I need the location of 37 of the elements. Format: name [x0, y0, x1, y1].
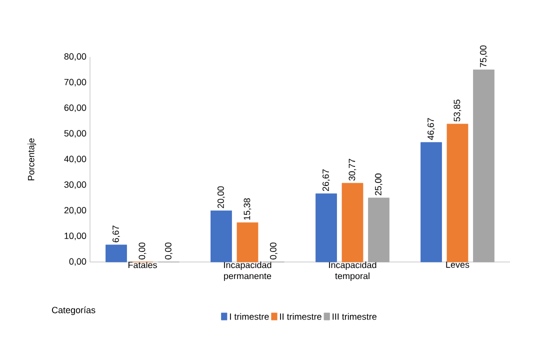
data-label: 6,67	[112, 226, 120, 242]
x-tick-label: Incapacidad permanente	[224, 262, 272, 281]
bar	[446, 124, 468, 262]
x-axis-title: Categorías	[52, 306, 96, 316]
x-tick-label: Leves	[446, 262, 470, 268]
legend-label: II trimestre	[280, 313, 322, 320]
data-label: 26,67	[322, 169, 330, 191]
bar	[316, 193, 337, 262]
data-label: 0,00	[165, 242, 172, 260]
data-label: 53,85	[454, 100, 462, 122]
data-label: 0,00	[138, 242, 146, 260]
y-tick-label: 0,00	[69, 258, 86, 266]
data-label: 30,77	[348, 158, 356, 181]
legend-label: I trimestre	[230, 313, 269, 320]
y-tick-label: 40,00	[64, 156, 86, 164]
y-tick-label: 30,00	[64, 181, 86, 189]
data-label: 0,00	[270, 242, 278, 260]
data-label: 15,38	[244, 198, 252, 220]
y-tick-label: 60,00	[64, 104, 86, 112]
bar	[106, 244, 127, 262]
x-tick-label: Incapacidad temporal	[329, 262, 376, 281]
y-tick-label: 70,00	[64, 78, 86, 86]
data-label: 46,67	[428, 118, 435, 140]
legend-label: III trimestre	[332, 313, 376, 320]
bar	[342, 182, 364, 262]
data-label: 25,00	[375, 174, 382, 196]
bar	[420, 142, 442, 262]
data-label: 20,00	[218, 186, 225, 208]
y-tick-label: 50,00	[64, 130, 86, 138]
bar	[210, 210, 232, 262]
y-tick-label: 10,00	[64, 232, 86, 240]
y-tick-label: 80,00	[64, 53, 86, 61]
y-axis-title: Porcentaje	[28, 138, 36, 180]
x-tick-label: Fatales	[128, 262, 157, 268]
data-label: 75,00	[480, 45, 488, 68]
y-tick-label: 20,00	[64, 207, 86, 214]
bar	[236, 222, 258, 262]
